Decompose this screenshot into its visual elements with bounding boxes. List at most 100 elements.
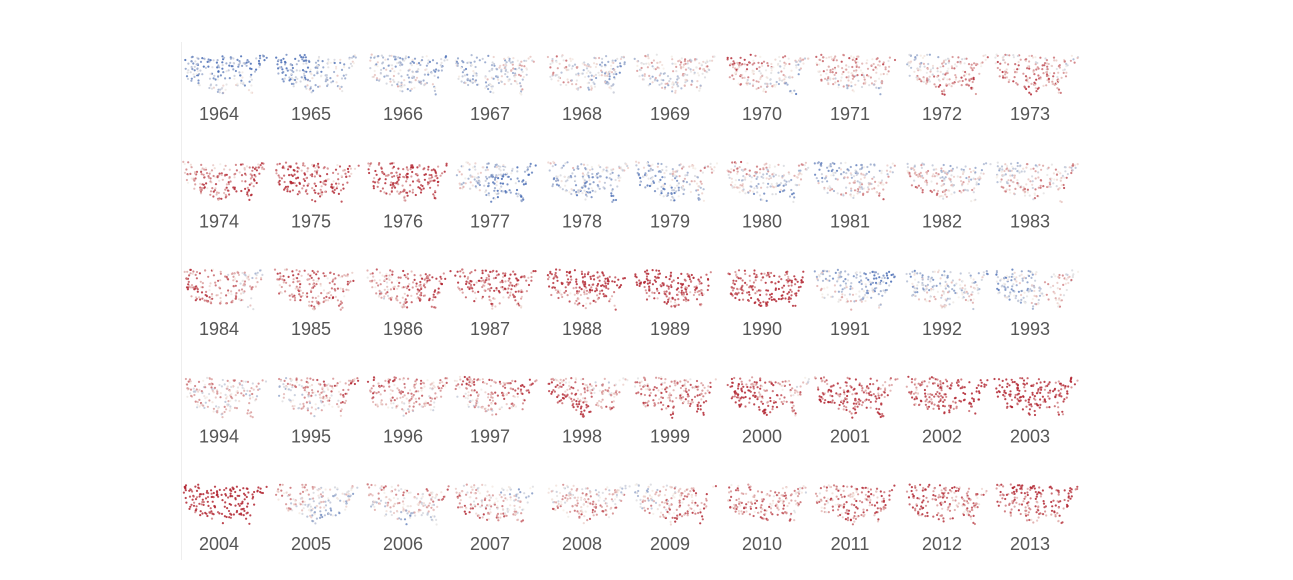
map-dot	[1016, 83, 1019, 86]
map-dot	[326, 173, 329, 176]
map-dot	[946, 291, 950, 294]
map-dot	[525, 59, 528, 62]
map-dot	[283, 268, 287, 271]
map-dot	[469, 79, 472, 82]
map-dot	[783, 78, 786, 81]
map-dot	[402, 269, 405, 273]
map-dot	[820, 173, 823, 176]
map-dot	[1034, 170, 1037, 173]
map-dot	[869, 283, 872, 286]
map-dot	[657, 276, 660, 279]
map-dot	[463, 74, 466, 77]
map-dot	[209, 190, 213, 193]
map-dot	[796, 280, 799, 283]
map-dot	[413, 86, 416, 89]
map-dot	[652, 181, 656, 184]
map-dot	[680, 57, 683, 60]
map-dot	[682, 66, 685, 69]
map-dot	[677, 77, 680, 80]
map-dot	[670, 192, 673, 195]
map-dot	[746, 63, 749, 66]
map-dot	[623, 277, 626, 280]
map-dot	[942, 190, 945, 193]
map-dot	[389, 269, 392, 272]
map-dot	[228, 64, 231, 67]
map-dot	[959, 62, 962, 65]
map-dot	[213, 189, 217, 192]
map-dot	[418, 289, 421, 292]
map-dot	[671, 81, 674, 84]
map-dot	[288, 284, 291, 287]
map-dot	[879, 303, 882, 306]
map-dot	[433, 89, 436, 92]
map-dot	[649, 77, 652, 80]
map-dot	[696, 188, 700, 192]
map-dot	[748, 82, 751, 85]
map-dot	[826, 191, 829, 194]
map-dot	[382, 67, 385, 70]
map-dot	[671, 62, 674, 65]
map-dot	[590, 74, 593, 77]
map-dot	[771, 173, 774, 176]
map-dot	[956, 175, 959, 178]
map-dot	[411, 70, 414, 73]
map-dot	[866, 59, 869, 62]
map-dot	[932, 173, 935, 176]
map-dot	[369, 59, 372, 62]
map-dot	[495, 68, 498, 71]
map-dot	[516, 177, 519, 180]
map-dot	[279, 66, 282, 69]
map-dot	[1050, 64, 1054, 68]
map-dot	[748, 173, 751, 176]
map-dot	[516, 166, 519, 169]
map-dot	[549, 75, 552, 78]
map-dot	[736, 172, 739, 175]
map-dot	[950, 193, 953, 196]
map-dot	[583, 291, 586, 294]
map-dot	[469, 181, 472, 184]
map-dot	[926, 283, 929, 286]
map-dot	[706, 165, 710, 168]
map-dot	[940, 294, 943, 297]
map-dot	[336, 74, 339, 77]
map-dot	[1062, 183, 1065, 187]
map-dot	[770, 281, 773, 284]
map-dot	[313, 285, 316, 288]
map-dot	[462, 271, 465, 274]
map-dot	[654, 174, 657, 177]
map-dot	[868, 280, 871, 283]
map-dot	[390, 64, 394, 67]
map-dot	[303, 269, 306, 272]
map-dot	[413, 278, 416, 281]
map-dot	[841, 67, 844, 70]
map-dot	[238, 61, 242, 64]
map-dot	[645, 298, 649, 301]
map-dot	[218, 286, 221, 289]
map-dot	[368, 164, 371, 167]
map-dot	[512, 294, 515, 297]
map-dot	[205, 299, 208, 302]
map-dot	[1005, 180, 1008, 183]
map-dot	[401, 63, 404, 66]
map-dot	[780, 278, 783, 281]
map-dot	[328, 296, 331, 299]
map-dot	[586, 173, 589, 176]
map-dot	[653, 291, 656, 295]
map-dot	[878, 60, 881, 63]
map-dot	[782, 164, 785, 167]
map-dot	[1055, 185, 1058, 188]
map-dot	[870, 182, 873, 186]
map-dot	[784, 273, 787, 277]
map-dot	[292, 78, 295, 81]
map-dot	[504, 62, 507, 66]
map-dot	[406, 172, 409, 175]
map-dot	[936, 67, 939, 70]
map-dot	[1025, 166, 1028, 169]
map-dot	[790, 279, 793, 282]
map-dot	[227, 273, 230, 276]
map-dot	[549, 162, 552, 165]
map-dot	[583, 179, 586, 182]
map-dot	[698, 89, 701, 92]
map-dot	[908, 171, 911, 175]
map-dot	[515, 188, 519, 192]
